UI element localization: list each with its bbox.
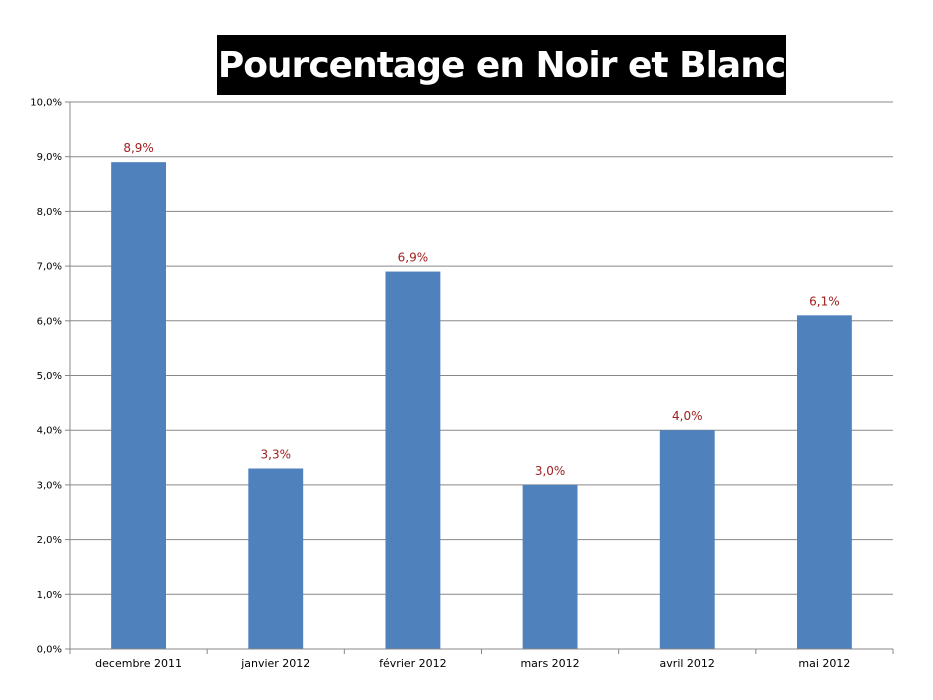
bar bbox=[659, 430, 715, 649]
data-label: 6,1% bbox=[809, 294, 840, 308]
y-tick-label: 0,0% bbox=[37, 645, 62, 656]
data-label: 3,3% bbox=[261, 447, 292, 461]
y-tick-label: 3,0% bbox=[37, 480, 62, 491]
x-tick-label: mars 2012 bbox=[520, 657, 579, 670]
bar bbox=[522, 484, 578, 649]
y-tick-label: 8,0% bbox=[37, 207, 62, 218]
y-tick-label: 2,0% bbox=[37, 535, 62, 546]
x-tick-label: avril 2012 bbox=[660, 657, 715, 670]
y-tick-label: 10,0% bbox=[30, 98, 62, 109]
gridlines bbox=[70, 101, 893, 595]
chart-title: Pourcentage en Noir et Blanc bbox=[217, 35, 786, 95]
x-tick-label: janvier 2012 bbox=[240, 657, 310, 670]
x-tick-label: mai 2012 bbox=[798, 657, 850, 670]
axes bbox=[65, 101, 894, 654]
y-tick-labels: 0,0% 1,0% 2,0% 3,0% 4,0% 5,0% 6,0% 7,0% 8,0% 9,0%… bbox=[30, 98, 62, 656]
y-tick-label: 1,0% bbox=[37, 590, 62, 601]
y-tick-label: 7,0% bbox=[37, 262, 62, 273]
bar bbox=[385, 271, 441, 649]
data-labels: 8,9% 3,3% 6,9% 3,0% 4,0% 6,1% bbox=[123, 141, 839, 478]
y-tick-label: 5,0% bbox=[37, 371, 62, 382]
data-label: 4,0% bbox=[672, 409, 703, 423]
bars bbox=[111, 162, 852, 650]
bar bbox=[248, 468, 304, 649]
data-label: 6,9% bbox=[398, 251, 429, 265]
bar bbox=[796, 315, 852, 649]
x-tick-label: février 2012 bbox=[379, 657, 447, 670]
bar bbox=[111, 162, 167, 650]
y-tick-label: 6,0% bbox=[37, 316, 62, 327]
data-label: 8,9% bbox=[123, 141, 154, 155]
data-label: 3,0% bbox=[535, 464, 566, 478]
x-tick-labels: decembre 2011 janvier 2012 février 2012 mar… bbox=[95, 657, 850, 670]
y-tick-label: 4,0% bbox=[37, 426, 62, 437]
x-tick-label: decembre 2011 bbox=[95, 657, 182, 670]
y-tick-label: 9,0% bbox=[37, 152, 62, 163]
